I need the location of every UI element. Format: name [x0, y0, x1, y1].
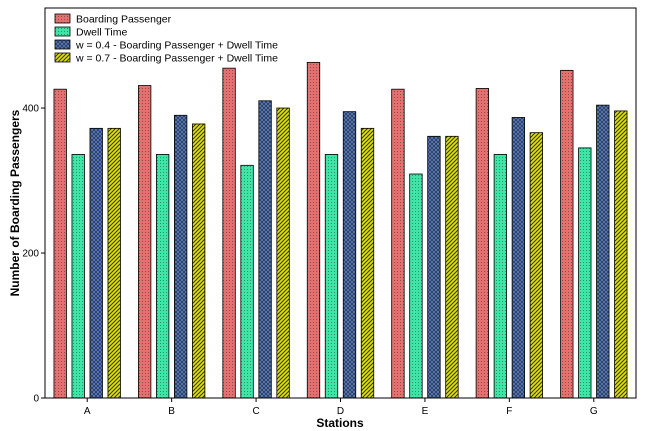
bar-pattern-E-series-3 — [427, 135, 441, 399]
legend-swatch-pattern-2 — [54, 26, 71, 37]
bar-pattern-F-series-2 — [493, 154, 508, 399]
bar-pattern-D-series-1 — [306, 61, 321, 399]
bar-pattern-B-series-4 — [191, 123, 206, 399]
x-tick-label-D: D — [337, 406, 344, 417]
bar-pattern-F-series-3 — [511, 117, 526, 399]
x-axis-title: Stations — [316, 416, 364, 430]
bar-pattern-A-series-1 — [53, 88, 67, 399]
bar-pattern-B-series-1 — [137, 85, 152, 399]
bar-pattern-A-series-4 — [107, 127, 121, 399]
x-tick-label-B: B — [168, 406, 175, 417]
y-axis: 0 200 400 — [22, 104, 45, 405]
y-axis-title: Number of Boarding Passengers — [8, 109, 22, 296]
bar-pattern-C-series-1 — [222, 67, 236, 399]
x-axis: A B C D E F G — [84, 398, 598, 417]
x-tick-label-E: E — [422, 406, 429, 417]
bar-pattern-E-series-1 — [391, 88, 405, 399]
bar-pattern-D-series-4 — [360, 127, 375, 399]
legend-swatch-pattern-4 — [54, 52, 71, 63]
bar-pattern-F-series-1 — [475, 88, 490, 399]
y-tick-label-200: 200 — [22, 249, 39, 260]
y-tick-label-400: 400 — [22, 104, 39, 115]
bar-pattern-D-series-3 — [342, 111, 357, 399]
bar-pattern-F-series-4 — [529, 132, 544, 399]
legend-label-2: Dwell Time — [76, 27, 128, 39]
bar-pattern-C-series-2 — [240, 164, 254, 399]
x-tick-label-A: A — [84, 406, 91, 417]
legend-label-1: Boarding Passenger — [76, 14, 172, 26]
legend-swatch-pattern-1 — [54, 13, 71, 24]
bar-pattern-G-series-4 — [614, 110, 628, 399]
bar-pattern-E-series-4 — [445, 135, 459, 399]
bar-pattern-D-series-2 — [324, 154, 339, 399]
bar-pattern-A-series-3 — [89, 127, 103, 399]
legend-label-4: w = 0.7 - Boarding Passenger + Dwell Tim… — [75, 53, 278, 65]
x-tick-label-C: C — [252, 406, 259, 417]
legend-swatch-pattern-3 — [54, 39, 71, 50]
bar-pattern-C-series-4 — [276, 107, 290, 399]
bar-pattern-E-series-2 — [409, 173, 423, 399]
bar-pattern-A-series-2 — [71, 154, 85, 399]
plot-frame — [44, 7, 637, 399]
bar-pattern-B-series-2 — [155, 154, 170, 399]
bar-pattern-G-series-2 — [578, 147, 592, 399]
bar-pattern-B-series-3 — [173, 114, 188, 399]
x-tick-label-F: F — [506, 406, 512, 417]
x-tick-label-G: G — [590, 406, 598, 417]
y-tick-label-0: 0 — [33, 394, 39, 405]
bars-group — [53, 61, 628, 399]
bar-pattern-C-series-3 — [258, 100, 272, 399]
bar-pattern-G-series-3 — [596, 104, 610, 399]
bar-pattern-G-series-1 — [560, 69, 574, 399]
legend-label-3: w = 0.4 - Boarding Passenger + Dwell Tim… — [75, 40, 278, 52]
